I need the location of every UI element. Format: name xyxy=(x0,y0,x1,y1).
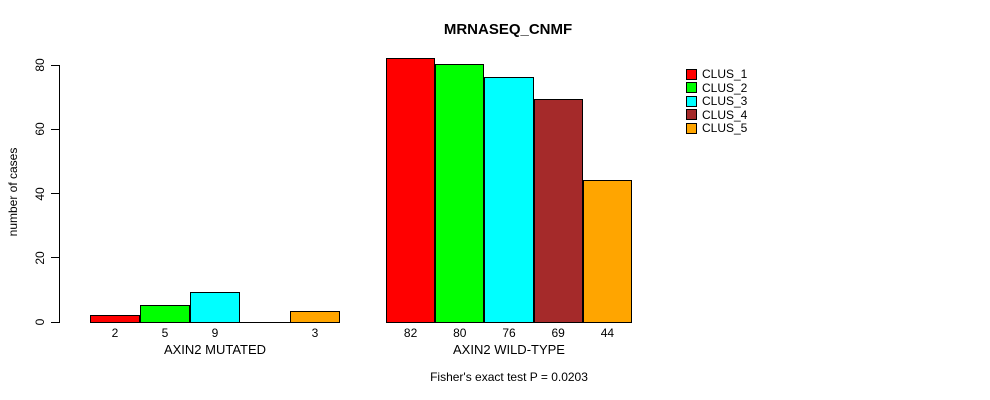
legend-swatch-clus_5 xyxy=(686,122,697,134)
bar-clus_1-group1 xyxy=(90,314,140,323)
y-tick-80 xyxy=(51,64,59,66)
bar-clus_2-group1 xyxy=(140,304,190,323)
category-label-axin2-mutated: AXIN2 MUTATED xyxy=(163,342,267,357)
bar-clus_3-group2 xyxy=(484,76,534,323)
legend-label-clus_3: CLUS_3 xyxy=(702,94,748,108)
legend-label-clus_2: CLUS_2 xyxy=(702,80,748,95)
bar-value-clus_3-group1: 9 xyxy=(211,326,219,340)
legend-swatch-clus_1 xyxy=(686,68,697,80)
bar-value-clus_4-group2: 69 xyxy=(551,326,565,340)
bar-value-clus_1-group2: 82 xyxy=(403,326,418,340)
legend-swatch-clus_3 xyxy=(686,95,697,107)
y-tick-60 xyxy=(51,128,59,130)
bar-value-clus_3-group2: 76 xyxy=(502,326,516,340)
legend-label-clus_1: CLUS_1 xyxy=(702,67,748,81)
bar-clus_3-group1 xyxy=(190,292,240,323)
legend-item-clus_1: CLUS_1 xyxy=(686,68,747,80)
y-tick-label-0: 0 xyxy=(33,318,47,326)
fisher-test-annotation: Fisher's exact test P = 0.0203 xyxy=(430,370,588,384)
y-tick-label-60: 60 xyxy=(33,122,47,136)
bar-clus_5-group1 xyxy=(290,311,340,323)
chart-title: MRNASEQ_CNMF xyxy=(443,21,573,38)
y-tick-label-80: 80 xyxy=(33,58,47,72)
legend-item-clus_2: CLUS_2 xyxy=(686,82,747,94)
bar-clus_5-group2 xyxy=(582,179,632,323)
legend-swatch-clus_4 xyxy=(686,109,697,120)
legend-item-clus_3: CLUS_3 xyxy=(686,95,747,107)
y-axis-label: number of cases xyxy=(6,147,20,237)
y-tick-40 xyxy=(51,193,59,194)
bar-clus_4-group1 xyxy=(240,322,290,323)
bar-value-clus_2-group2: 80 xyxy=(453,326,467,340)
bar-clus_1-group2 xyxy=(386,57,436,323)
bar-clus_4-group2 xyxy=(533,99,583,323)
y-tick-20 xyxy=(51,257,59,259)
legend-item-clus_4: CLUS_4 xyxy=(686,109,747,121)
bar-value-clus_2-group1: 5 xyxy=(161,326,169,340)
bar-value-clus_5-group1: 3 xyxy=(311,326,319,340)
bar-value-clus_5-group2: 44 xyxy=(600,326,615,340)
legend-label-clus_5: CLUS_5 xyxy=(702,121,748,135)
y-tick-0 xyxy=(51,321,59,323)
y-tick-label-20: 20 xyxy=(33,251,47,265)
category-label-axin2-wild-type: AXIN2 WILD-TYPE xyxy=(453,342,565,357)
legend-label-clus_4: CLUS_4 xyxy=(702,107,748,122)
legend-swatch-clus_2 xyxy=(686,82,697,93)
bar-value-clus_1-group1: 2 xyxy=(111,326,119,340)
y-tick-label-40: 40 xyxy=(33,186,47,201)
legend-item-clus_5: CLUS_5 xyxy=(686,122,747,134)
bar-clus_2-group2 xyxy=(435,64,485,323)
y-axis-line xyxy=(59,65,60,323)
